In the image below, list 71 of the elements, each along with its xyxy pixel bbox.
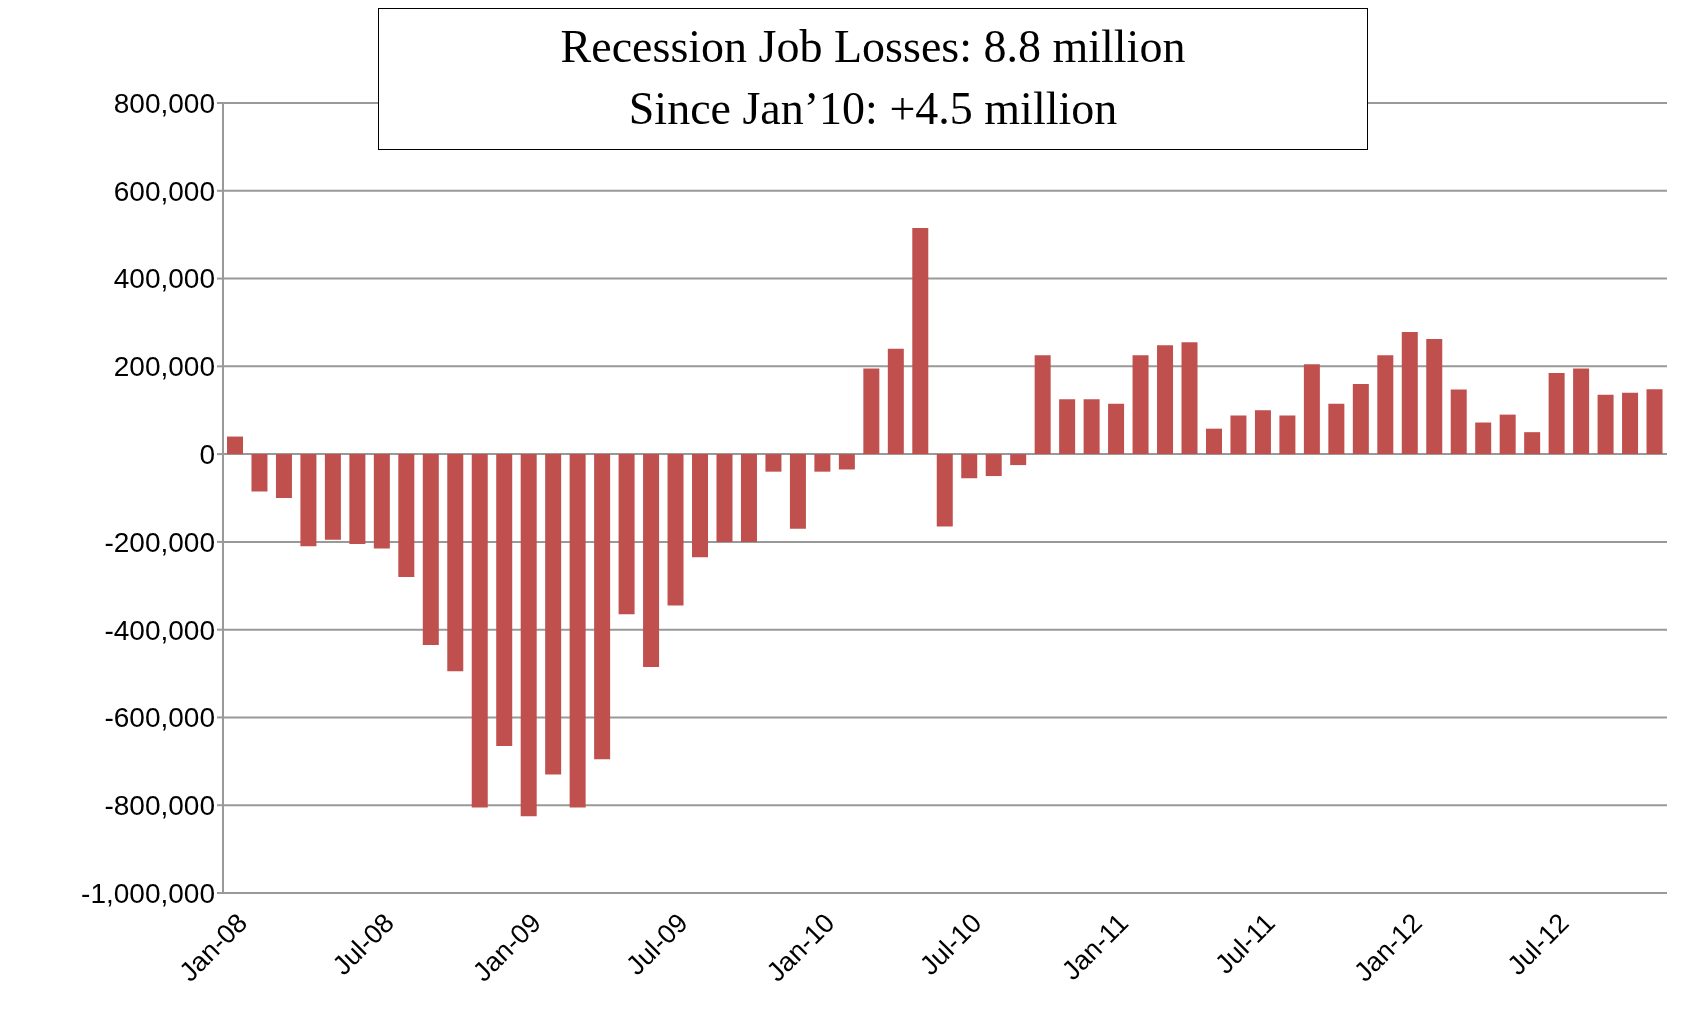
- bar: [740, 454, 757, 542]
- chart-title: Recession Job Losses: 8.8 million: [559, 20, 1187, 74]
- bar: [814, 454, 831, 472]
- y-tick-label: -800,000: [104, 790, 215, 822]
- bar: [789, 454, 806, 529]
- y-tick-label: 600,000: [113, 175, 215, 207]
- bar: [716, 454, 733, 542]
- bar: [1279, 415, 1296, 455]
- bar: [545, 454, 562, 775]
- bar: [1401, 332, 1418, 455]
- bar: [1548, 372, 1565, 455]
- bar: [1499, 414, 1516, 455]
- bar: [936, 454, 953, 527]
- bar: [1426, 339, 1443, 455]
- bar: [1230, 415, 1247, 455]
- bar: [324, 454, 341, 540]
- bar: [1646, 389, 1663, 455]
- bar: [1377, 355, 1394, 455]
- y-tick-label: -600,000: [104, 702, 215, 734]
- bar: [1108, 403, 1125, 455]
- bar: [471, 454, 488, 808]
- bar: [838, 454, 855, 470]
- bar: [496, 454, 513, 746]
- y-tick-label: 0: [199, 439, 215, 471]
- y-tick-label: -1,000,000: [81, 877, 215, 909]
- bar: [1083, 399, 1100, 455]
- y-tick-label: 400,000: [113, 263, 215, 295]
- bar: [643, 454, 660, 667]
- bar: [765, 454, 782, 472]
- chart-subtitle: Since Jan’10: +4.5 million: [627, 82, 1119, 136]
- bar: [961, 454, 978, 479]
- bar: [1597, 394, 1614, 455]
- bar: [863, 368, 880, 455]
- bar: [422, 454, 439, 646]
- y-tick-label: -400,000: [104, 614, 215, 646]
- bar: [1205, 428, 1222, 455]
- bar: [887, 348, 904, 455]
- y-tick-label: -200,000: [104, 526, 215, 558]
- bar: [569, 454, 586, 808]
- bar: [300, 454, 317, 547]
- bar: [1524, 432, 1541, 455]
- bar: [1157, 345, 1174, 455]
- bar: [1475, 422, 1492, 455]
- bar: [1352, 383, 1369, 455]
- bar: [1303, 364, 1320, 455]
- bar: [912, 228, 929, 455]
- bar: [1181, 342, 1198, 455]
- bar: [1059, 399, 1076, 455]
- bar: [618, 454, 635, 615]
- bar: [1328, 403, 1345, 455]
- bar: [985, 454, 1002, 477]
- bar: [1010, 454, 1027, 466]
- y-tick-label: 800,000: [113, 87, 215, 119]
- bar: [1254, 410, 1271, 455]
- bar: [398, 454, 415, 577]
- bar: [1573, 368, 1590, 455]
- bar: [447, 454, 464, 672]
- bar: [373, 454, 390, 549]
- bar: [520, 454, 537, 817]
- bar: [275, 454, 292, 498]
- bar: [667, 454, 684, 606]
- bar: [1132, 355, 1149, 455]
- bar: [594, 454, 611, 760]
- bar: [1450, 389, 1467, 455]
- bar: [349, 454, 366, 545]
- bar: [1034, 355, 1051, 455]
- bar: [692, 454, 709, 558]
- bar: [227, 436, 243, 455]
- y-tick-label: 200,000: [113, 351, 215, 383]
- bar: [251, 454, 268, 492]
- bar: [1622, 392, 1639, 455]
